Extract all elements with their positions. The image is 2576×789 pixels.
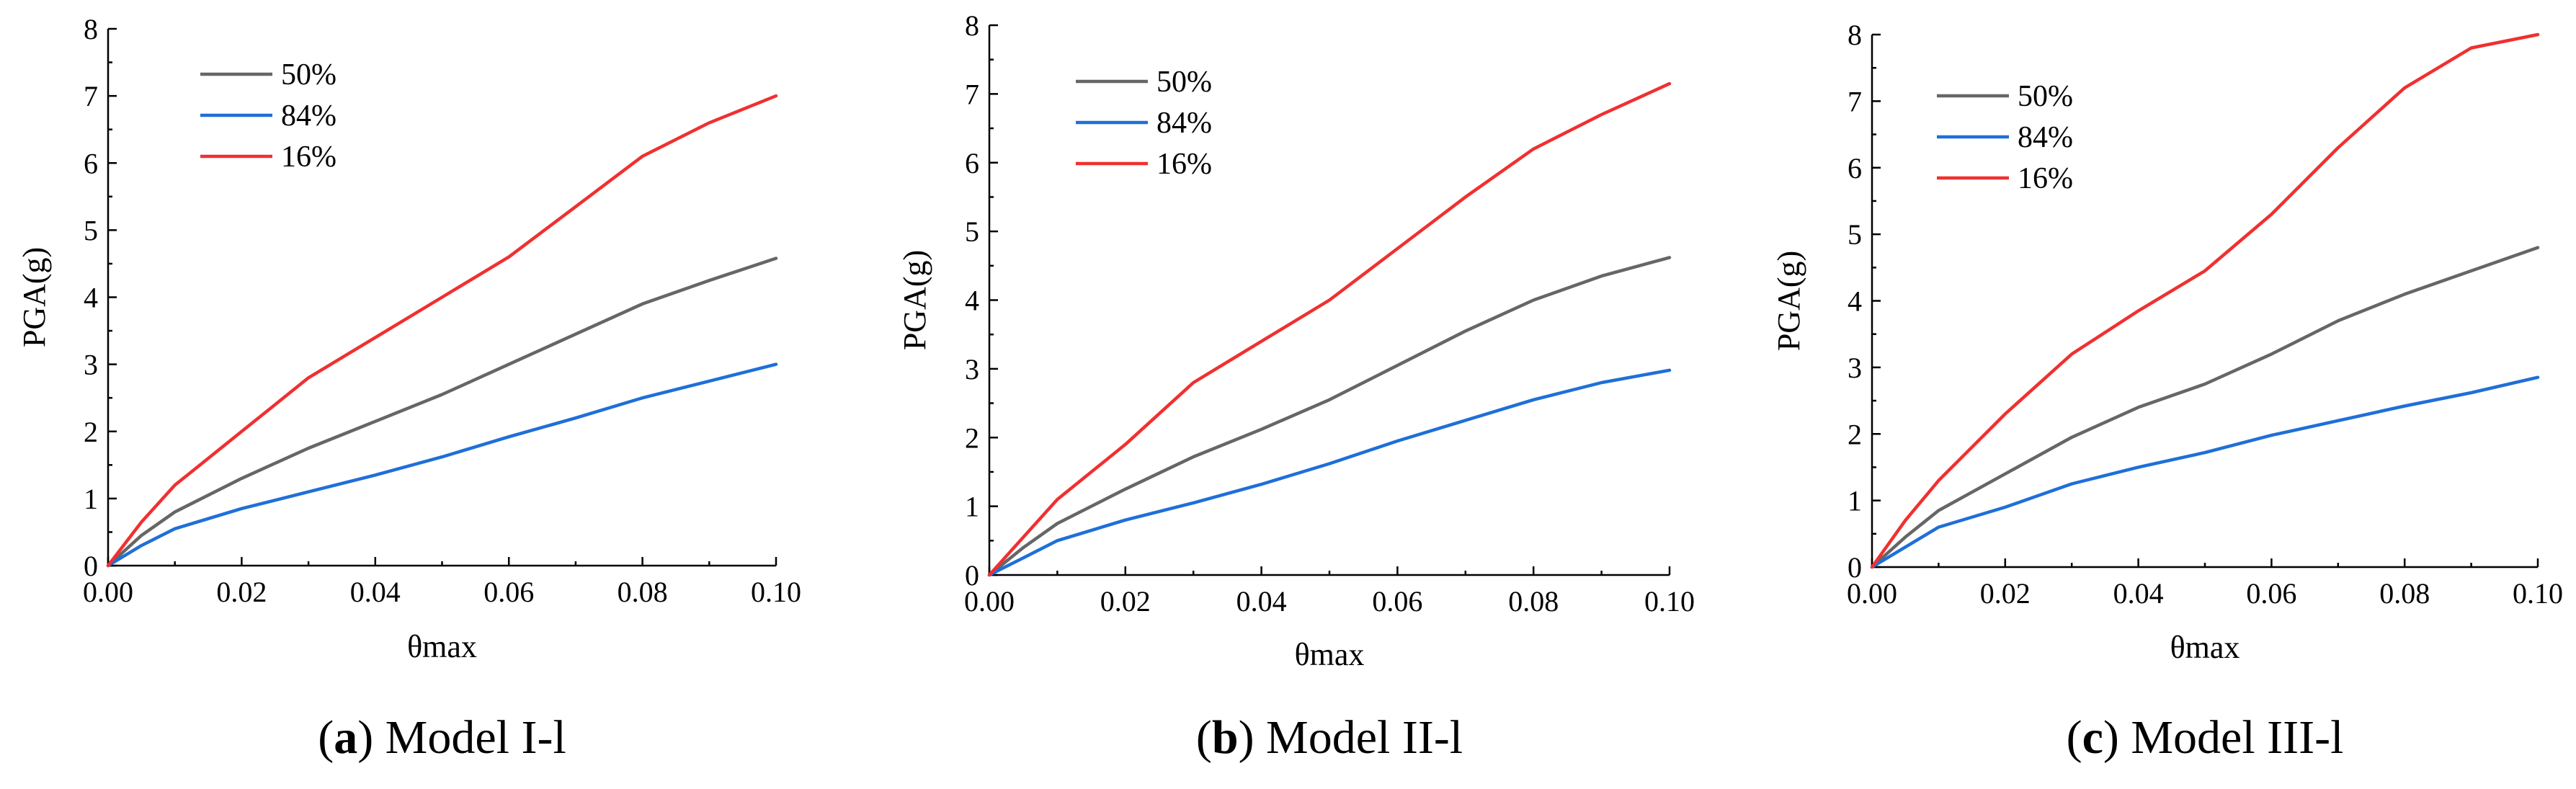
x-tick-label: 0.08 — [2379, 577, 2430, 610]
panel-caption: (b) Model II-l — [1196, 711, 1463, 764]
series-line-16pct — [106, 94, 778, 568]
y-tick-label: 8 — [84, 13, 98, 45]
y-tick-label: 1 — [965, 491, 979, 523]
series-line-16pct — [987, 81, 1672, 577]
caption-paren-open: ( — [2067, 711, 2082, 764]
y-tick-label: 6 — [1848, 152, 1862, 184]
caption-text: Model III-l — [2119, 711, 2344, 764]
caption-paren-close: ) — [1239, 711, 1254, 764]
legend-label: 16% — [1156, 148, 1212, 181]
y-tick-label: 0 — [84, 550, 98, 582]
y-tick-label: 5 — [965, 215, 979, 248]
caption-letter: b — [1212, 711, 1239, 764]
x-tick-label: 0.06 — [483, 576, 534, 608]
x-tick-label: 0.04 — [2113, 577, 2164, 610]
legend: 50% 84% 16% — [1076, 66, 1212, 181]
series-line-16pct — [1870, 32, 2540, 569]
caption-paren-close: ) — [357, 711, 373, 764]
x-axis-title: θmax — [2170, 630, 2240, 665]
series-line-50pct — [987, 256, 1672, 577]
y-tick-label: 7 — [1848, 85, 1862, 117]
y-tick-label: 5 — [84, 214, 98, 246]
x-tick-label: 0.08 — [1508, 585, 1559, 618]
x-tick-label: 0.10 — [1644, 585, 1695, 618]
legend: 50% 84% 16% — [1937, 80, 2073, 195]
x-tick-label: 0.08 — [618, 576, 668, 608]
y-tick-label: 3 — [965, 353, 979, 385]
caption-letter: c — [2082, 711, 2103, 764]
panel-caption: (a) Model I-l — [318, 711, 566, 764]
series-line-84pct — [987, 368, 1672, 577]
x-tick-label: 0.02 — [1980, 577, 2031, 610]
x-axis-title: θmax — [1295, 637, 1365, 672]
series-line-50pct — [1870, 246, 2540, 569]
caption-paren-open: ( — [1196, 711, 1212, 764]
x-tick-label: 0.02 — [1100, 585, 1151, 618]
y-tick-label: 8 — [965, 9, 979, 42]
y-axis-title: PGA(g) — [897, 250, 932, 350]
y-axis-title: PGA(g) — [1771, 251, 1806, 351]
chart-panel-b: 0 1 2 3 4 5 6 7 8 0.00 0.02 0.04 0.06 0.08 0.10 θmax PGA… — [897, 9, 1695, 764]
y-tick-label: 5 — [1848, 218, 1862, 251]
caption-paren-open: ( — [318, 711, 334, 764]
series-line-84pct — [1870, 375, 2540, 569]
y-tick-label: 4 — [965, 285, 979, 317]
y-tick-label: 6 — [84, 147, 98, 179]
x-tick-label: 0.00 — [1847, 577, 1897, 610]
y-tick-label: 7 — [965, 78, 979, 110]
series-line-84pct — [106, 362, 778, 568]
legend-label: 84% — [281, 99, 337, 133]
legend: 50% 84% 16% — [200, 58, 337, 174]
x-tick-label: 0.00 — [964, 585, 1015, 618]
legend-label: 84% — [2018, 121, 2073, 154]
y-tick-label: 1 — [84, 483, 98, 515]
y-tick-label: 2 — [1848, 418, 1862, 450]
chart-panel-a: 0 1 2 3 4 5 6 7 8 0.00 0.02 0.04 0.06 0.08 0.10 θmax PGA… — [17, 13, 801, 764]
x-tick-label: 0.06 — [1372, 585, 1422, 618]
y-tick-label: 0 — [965, 559, 979, 592]
caption-paren-close: ) — [2103, 711, 2119, 764]
y-tick-label: 4 — [1848, 285, 1862, 318]
y-tick-label: 4 — [84, 282, 98, 314]
x-tick-label: 0.02 — [216, 576, 267, 608]
legend-label: 16% — [281, 141, 337, 174]
legend-label: 50% — [281, 58, 337, 92]
y-tick-label: 3 — [1848, 352, 1862, 384]
y-tick-label: 1 — [1848, 485, 1862, 517]
caption-text: Model II-l — [1254, 711, 1463, 764]
x-axis-title: θmax — [407, 629, 477, 664]
x-tick-label: 0.00 — [83, 576, 133, 608]
x-tick-label: 0.06 — [2246, 577, 2296, 610]
chart-panel-c: 0 1 2 3 4 5 6 7 8 0.00 0.02 0.04 0.06 0.08 0.10 θmax PGA… — [1771, 19, 2563, 764]
x-tick-label: 0.10 — [2513, 577, 2563, 610]
panel-caption: (c) Model III-l — [2067, 711, 2344, 764]
y-tick-label: 2 — [965, 422, 979, 454]
caption-text: Model I-l — [373, 711, 566, 764]
y-tick-label: 7 — [84, 80, 98, 112]
y-axis-title: PGA(g) — [17, 247, 52, 347]
y-tick-label: 8 — [1848, 19, 1862, 51]
caption-letter: a — [334, 711, 357, 764]
y-tick-label: 3 — [84, 349, 98, 381]
series-line-50pct — [106, 257, 778, 568]
legend-label: 16% — [2018, 162, 2073, 195]
y-tick-label: 2 — [84, 416, 98, 448]
x-tick-label: 0.10 — [751, 576, 801, 608]
y-tick-label: 0 — [1848, 551, 1862, 584]
legend-label: 84% — [1156, 107, 1212, 140]
legend-label: 50% — [2018, 80, 2073, 113]
x-tick-label: 0.04 — [350, 576, 401, 608]
y-tick-label: 6 — [965, 147, 979, 179]
legend-label: 50% — [1156, 66, 1212, 99]
x-tick-label: 0.04 — [1236, 585, 1287, 618]
